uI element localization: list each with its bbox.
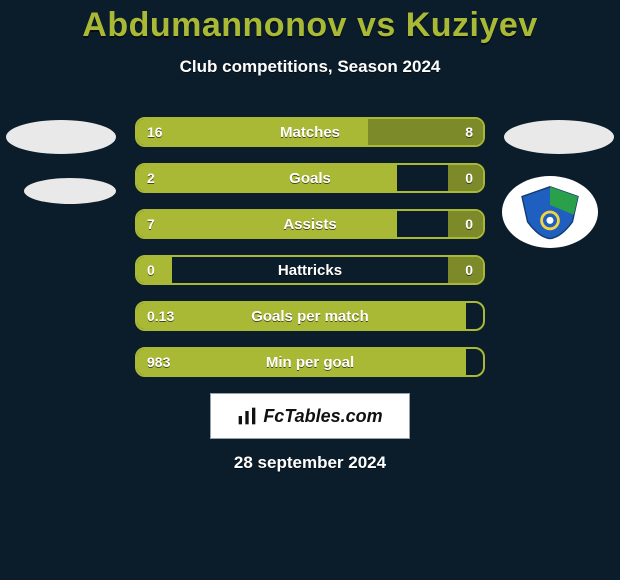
page-title: Abdumannonov vs Kuziyev (0, 0, 620, 45)
row-label: Goals per match (137, 303, 483, 329)
right-player-logo-1 (504, 120, 614, 154)
stat-row: 983Min per goal (135, 347, 485, 377)
chart-icon (237, 406, 257, 426)
right-club-crest (502, 176, 598, 248)
subtitle: Club competitions, Season 2024 (0, 57, 620, 77)
row-label: Assists (137, 211, 483, 237)
left-player-logo-2 (24, 178, 116, 204)
stat-row: 70Assists (135, 209, 485, 239)
fctables-text: FcTables.com (263, 406, 382, 427)
comparison-rows: 168Matches 20Goals 70Assists 00Hattricks 0.1… (135, 117, 485, 377)
fctables-banner[interactable]: FcTables.com (210, 393, 410, 439)
stat-row: 0.13Goals per match (135, 301, 485, 331)
stat-row: 168Matches (135, 117, 485, 147)
stat-row: 00Hattricks (135, 255, 485, 285)
row-label: Matches (137, 119, 483, 145)
left-player-logo-1 (6, 120, 116, 154)
row-label: Goals (137, 165, 483, 191)
row-label: Hattricks (137, 257, 483, 283)
stat-row: 20Goals (135, 163, 485, 193)
row-label: Min per goal (137, 349, 483, 375)
date-label: 28 september 2024 (0, 453, 620, 473)
shield-icon (515, 184, 585, 240)
